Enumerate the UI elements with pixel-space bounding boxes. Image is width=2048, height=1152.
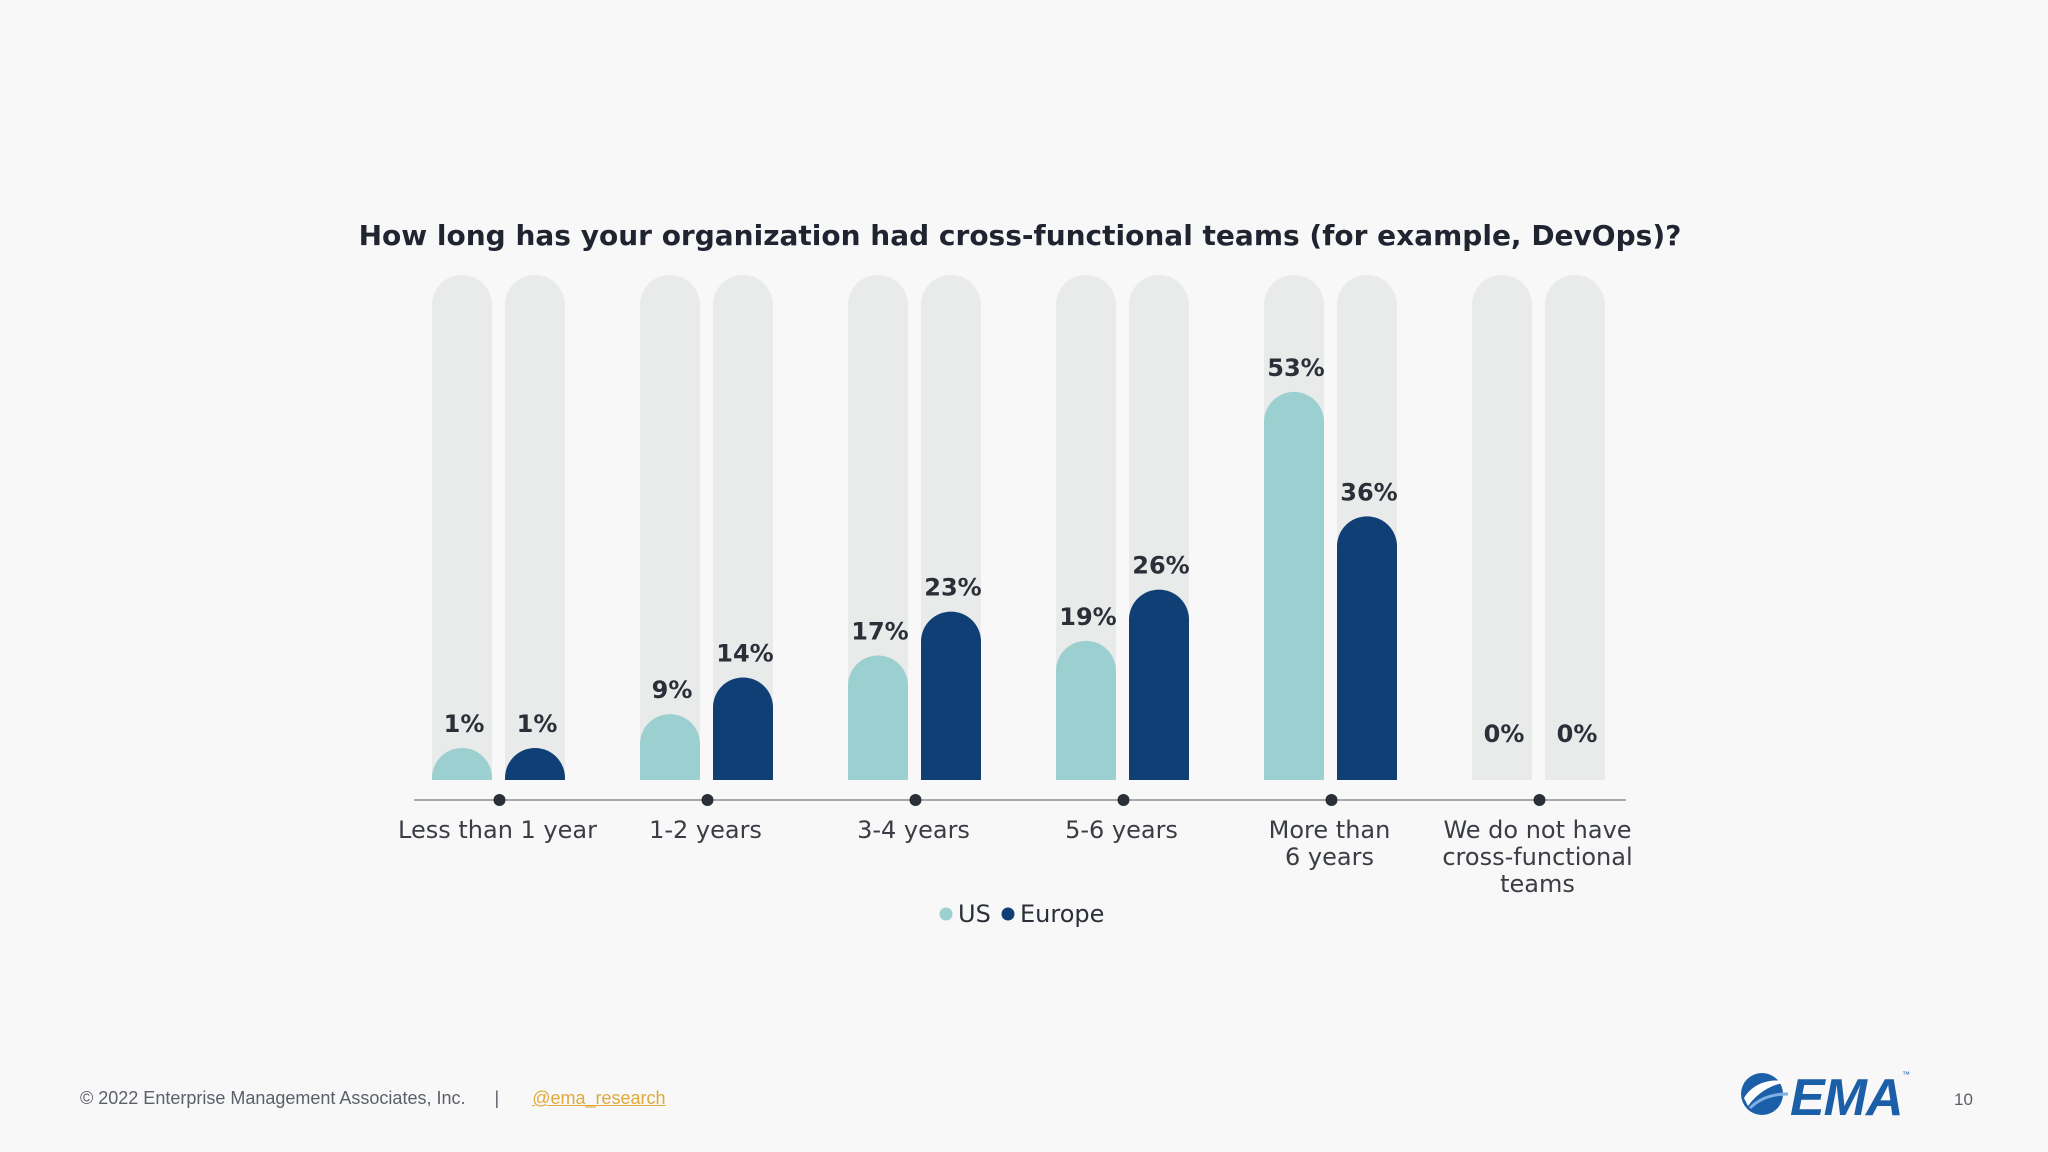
chart-title: How long has your organization had cross… xyxy=(359,219,1682,252)
category-labels: Less than 1 year 1-2 years 3-4 years 5-6 ye… xyxy=(398,816,1633,898)
category-label: 5-6 years xyxy=(1065,816,1178,844)
value-label: 0% xyxy=(1484,720,1525,748)
bar-europe-2 xyxy=(921,611,981,780)
bars xyxy=(432,391,1397,780)
value-label: 17% xyxy=(851,618,908,646)
bar-track xyxy=(432,275,492,780)
value-label: 23% xyxy=(924,574,981,602)
ema-logo-text: EMA xyxy=(1790,1069,1904,1127)
bar-track xyxy=(505,275,565,780)
bar-track xyxy=(713,275,773,780)
value-label: 19% xyxy=(1059,603,1116,631)
axis-tick-dot xyxy=(1117,794,1130,806)
bar-us-0 xyxy=(432,748,492,780)
bar-tracks xyxy=(432,275,1605,780)
legend-marker-europe xyxy=(1001,907,1015,921)
axis-tick-dot xyxy=(701,794,714,806)
bar-track xyxy=(1472,275,1532,780)
bar-us-4 xyxy=(1264,391,1324,780)
value-label: 36% xyxy=(1340,478,1397,506)
ema-logo: EMA ™ xyxy=(1738,1066,1910,1127)
value-label: 26% xyxy=(1132,552,1189,580)
footer-separator: | xyxy=(494,1088,500,1108)
bar-us-1 xyxy=(640,714,700,780)
axis-tick-dot xyxy=(909,794,922,806)
twitter-handle-link[interactable]: @ema_research xyxy=(532,1088,666,1108)
bar-us-3 xyxy=(1056,640,1116,780)
ema-logo-tm: ™ xyxy=(1902,1070,1910,1079)
copyright-text: © 2022 Enterprise Management Associates,… xyxy=(80,1088,466,1108)
legend-label-us: US xyxy=(958,900,991,928)
category-label: Less than 1 year xyxy=(398,816,597,844)
value-label: 9% xyxy=(652,676,693,704)
ema-swoosh-icon xyxy=(1741,1073,1789,1115)
bar-track xyxy=(848,275,908,780)
category-label: 1-2 years xyxy=(649,816,762,844)
legend-label-europe: Europe xyxy=(1020,900,1104,928)
bar-europe-4 xyxy=(1337,516,1397,780)
bar-europe-1 xyxy=(713,677,773,780)
category-label: We do not have cross-functional teams xyxy=(1442,816,1632,898)
page-number: 10 xyxy=(1954,1090,1973,1109)
legend: US Europe xyxy=(939,900,1104,928)
axis-tick-dot xyxy=(1325,794,1338,806)
legend-marker-us xyxy=(939,907,953,921)
value-label: 14% xyxy=(716,639,773,667)
value-label: 1% xyxy=(517,710,558,738)
category-label: More than 6 years xyxy=(1269,816,1391,871)
bar-europe-0 xyxy=(505,748,565,780)
axis-tick-dot xyxy=(493,794,506,806)
bar-track xyxy=(640,275,700,780)
bar-track xyxy=(1545,275,1605,780)
bar-europe-3 xyxy=(1129,589,1189,780)
value-labels: 1% 1% 9% 14% 17% 23% 19% 26% 53% 36% 0% 0% xyxy=(444,354,1598,748)
axis-ticks xyxy=(493,794,1546,806)
axis-tick-dot xyxy=(1533,794,1546,806)
value-label: 53% xyxy=(1267,354,1324,382)
value-label: 1% xyxy=(444,710,485,738)
value-label: 0% xyxy=(1557,720,1598,748)
bar-us-2 xyxy=(848,655,908,780)
footer: © 2022 Enterprise Management Associates,… xyxy=(80,1088,666,1109)
category-label: 3-4 years xyxy=(857,816,970,844)
